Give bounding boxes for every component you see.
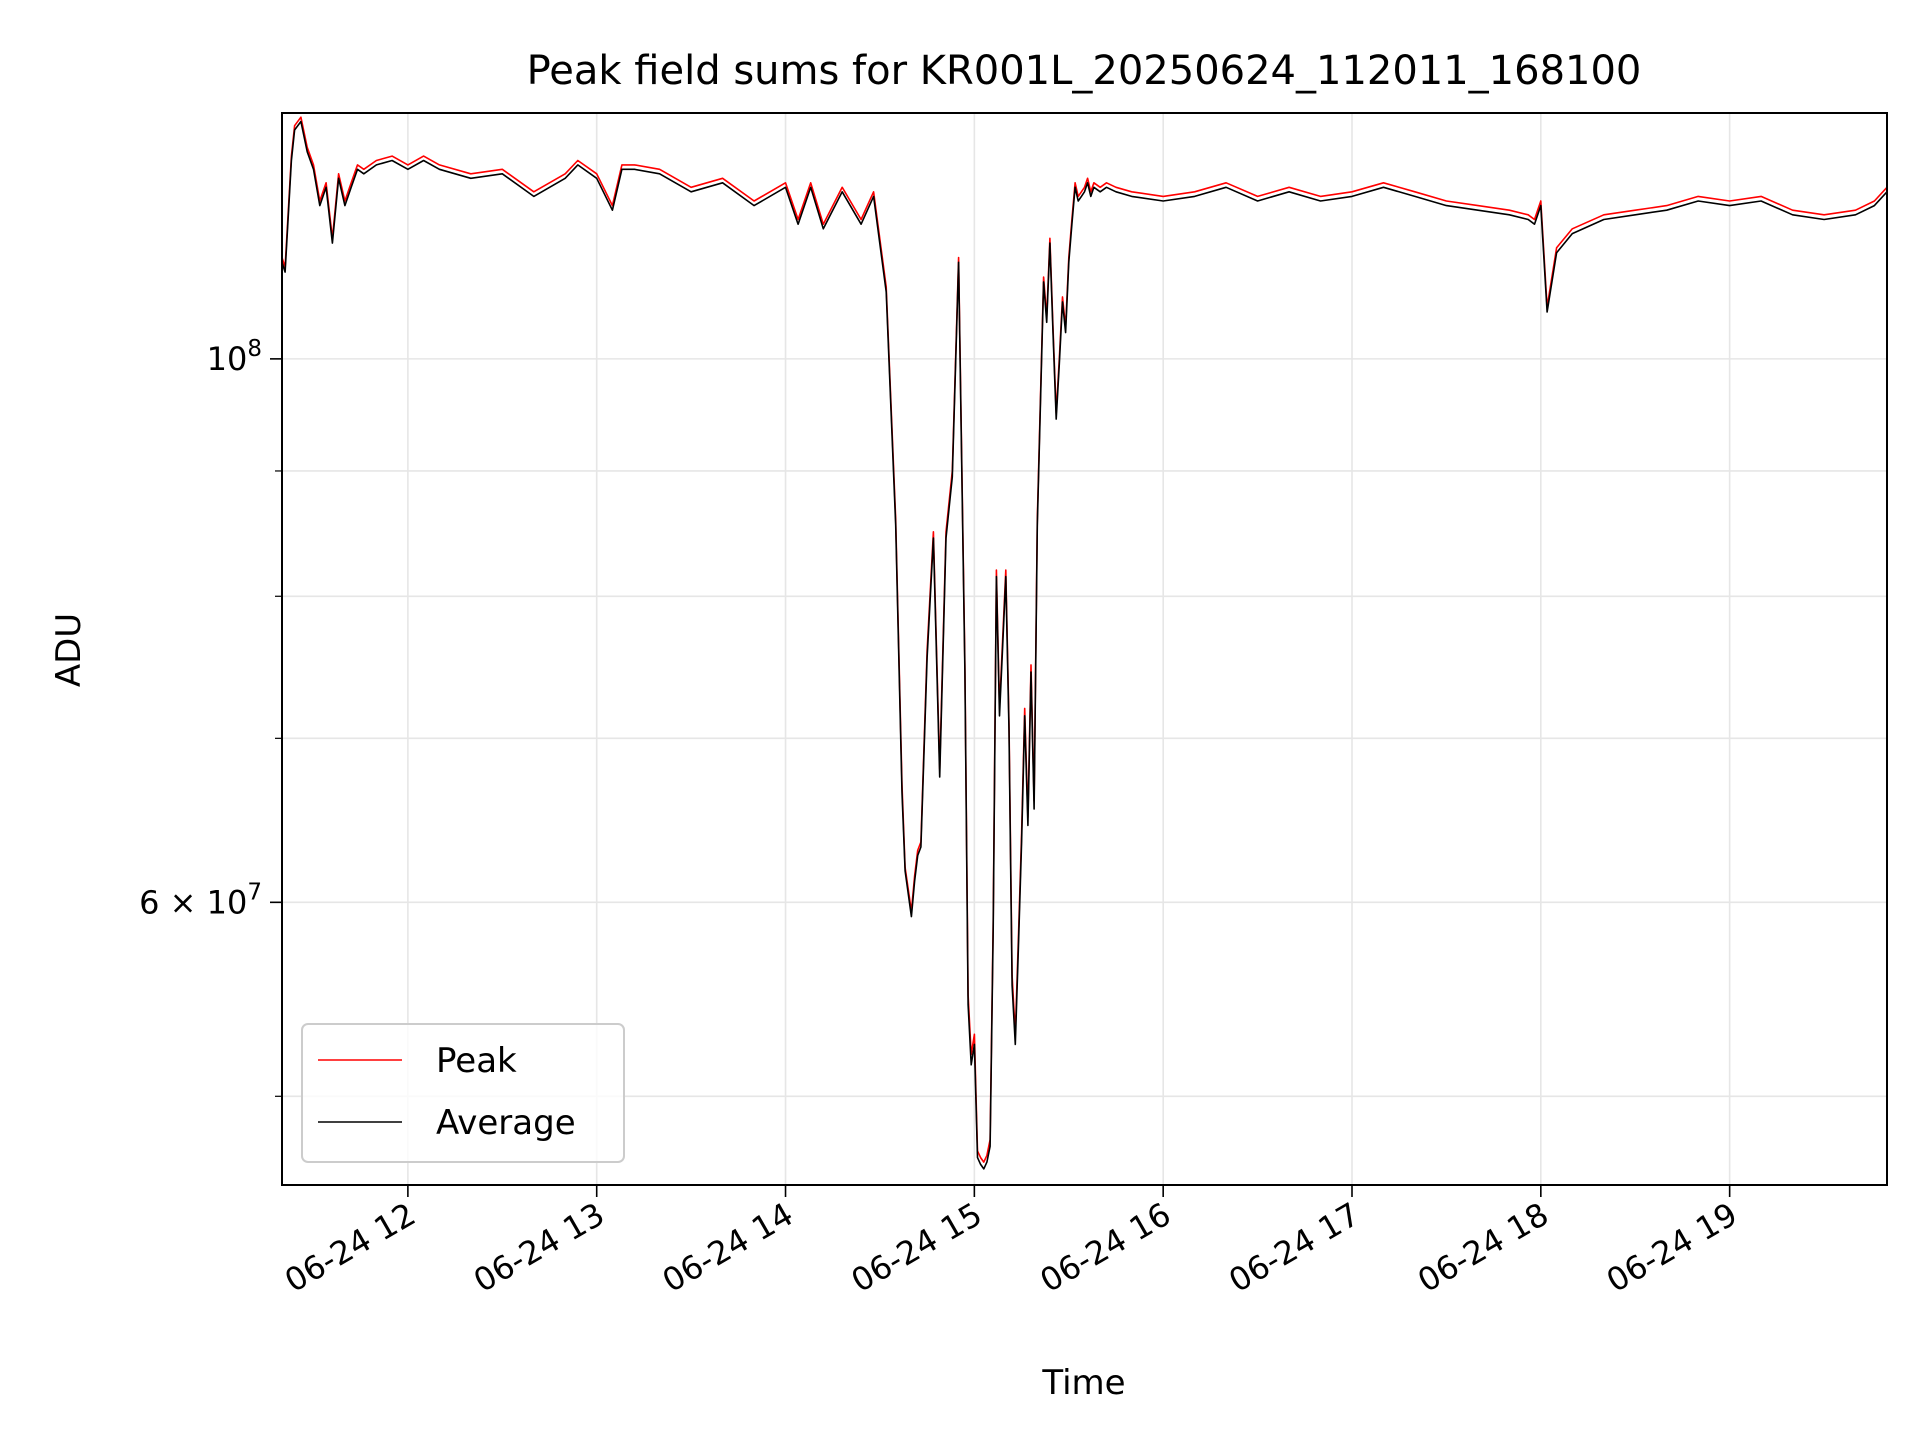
legend-label-average: Average: [436, 1103, 576, 1143]
chart-title: Peak field sums for KR001L_20250624_1120…: [527, 48, 1642, 94]
x-axis-label: Time: [1041, 1363, 1125, 1403]
series-line-average: [282, 120, 1887, 1170]
series-layer: [282, 116, 1887, 1170]
plot-frame: [281, 112, 1888, 1186]
legend: Peak Average: [301, 1023, 625, 1163]
y-tick-label: 6 × 107: [139, 879, 262, 921]
legend-label-peak: Peak: [436, 1041, 517, 1081]
legend-box: [301, 1023, 625, 1163]
y-axis-label: ADU: [49, 613, 89, 687]
grid-lines: [282, 113, 1887, 1185]
y-tick-label: 108: [207, 336, 262, 378]
